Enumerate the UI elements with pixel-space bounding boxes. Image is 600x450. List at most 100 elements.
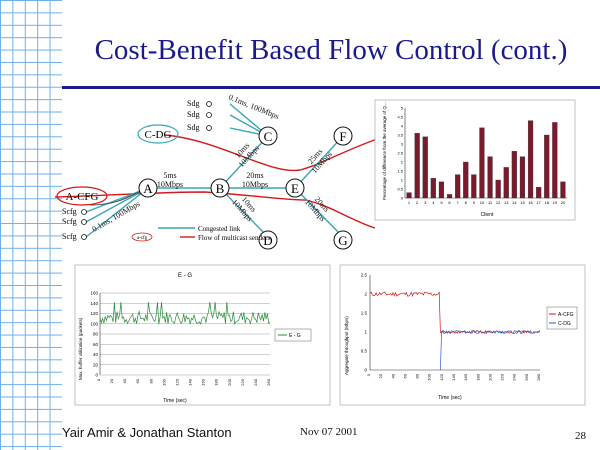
bar <box>495 179 501 199</box>
throughput-xtick-label: 220 <box>500 373 505 380</box>
buffer-xtick-label: 260 <box>266 378 271 385</box>
bar-chart: 00.511.522.533.544.551 2 3 4 5 6 7 8 9 10 11 12 13 14… <box>374 99 576 221</box>
label-ef: 25ms10Mbps <box>303 144 334 176</box>
bar-ytick-label: 2.5 <box>397 151 403 156</box>
node-a: A <box>138 178 158 198</box>
throughput-ytick-label: 1.5 <box>361 311 368 316</box>
bar <box>471 174 477 199</box>
throughput-xtick-label: 40 <box>390 373 395 378</box>
bar-xtick-label: 9 <box>473 200 476 205</box>
buffer-ytick-label: 120 <box>90 311 98 316</box>
node-g-label: G <box>338 233 347 248</box>
group-cdg: C-DG <box>137 124 179 144</box>
decorative-grid <box>0 0 62 450</box>
buffer-ytick-label: 100 <box>90 321 98 326</box>
link-eg <box>294 187 344 238</box>
sender-top-1: Sdg <box>187 99 199 108</box>
bar-xtick-label: 5 <box>440 200 443 205</box>
bar <box>455 174 461 199</box>
sender-top-3: Sdg <box>187 123 199 132</box>
bar-xtick-label: 2 <box>416 200 419 205</box>
node-b: B <box>210 178 230 198</box>
throughput-chart-ylabel: Aggregate throughput (Mbps) <box>344 316 349 375</box>
sender-left-3: Scfg <box>62 232 77 241</box>
bar-xtick-label: 8 <box>465 200 468 205</box>
buffer-xtick-label: 200 <box>227 378 232 385</box>
throughput-xtick-label: 200 <box>487 373 492 380</box>
bar-xtick-label: 14 <box>512 200 517 205</box>
throughput-xtick-label: 120 <box>439 373 444 380</box>
buffer-xtick-label: 120 <box>174 378 179 385</box>
throughput-ytick-label: 0.5 <box>361 349 368 354</box>
bar-xtick-label: 17 <box>536 200 541 205</box>
buffer-xtick-label: 100 <box>161 378 166 385</box>
throughput-chart-xlabel: Time (sec) <box>438 395 462 401</box>
bar <box>536 187 542 199</box>
buffer-xtick-label: 20 <box>109 378 114 383</box>
throughput-xtick-label: 80 <box>415 373 420 378</box>
bar <box>479 127 485 199</box>
bar-xtick-label: 3 <box>424 200 427 205</box>
node-f: F <box>333 126 353 146</box>
node-e: E <box>285 178 305 198</box>
throughput-chart: 0 0.5 1 1.5 2 2.5 0 20 40 60 80 100 120 140 160 180 200 2… <box>339 264 586 406</box>
throughput-xtick-label: 260 <box>524 373 529 380</box>
bar-xtick-label: 18 <box>545 200 550 205</box>
bar-xtick-label: 19 <box>553 200 558 205</box>
buffer-chart-ylabel: Max. buffer utilization (packets) <box>78 317 83 380</box>
bar-xtick-label: 12 <box>496 200 501 205</box>
link-bc <box>219 135 269 189</box>
bar <box>519 156 526 199</box>
bar-ytick-label: 5 <box>401 106 404 111</box>
link-ef <box>294 135 344 189</box>
bar <box>503 167 509 199</box>
label-ab: 5ms 10Mbps <box>157 171 183 189</box>
bar-chart-ylabel: Percentage of difference from the averag… <box>382 102 387 200</box>
title-rule <box>62 86 600 89</box>
bar-xtick-label: 15 <box>520 200 525 205</box>
flow-path-cdg <box>164 134 381 172</box>
group-acfg: A-CFG <box>56 186 108 206</box>
throughput-ytick-label: 2.5 <box>361 273 368 278</box>
bar <box>463 161 469 199</box>
label-eg: 20ms10Mbps <box>303 192 334 224</box>
bar <box>552 122 558 199</box>
bar-xtick-label: 20 <box>561 200 566 205</box>
throughput-legend-cdg: C-DG <box>558 321 571 327</box>
node-c-label: C <box>264 129 273 144</box>
throughput-chart-legend: A-CFG C-DG <box>546 306 578 330</box>
bar <box>511 151 517 199</box>
buffer-xtick-label: 220 <box>240 378 245 385</box>
bar-xtick-label: 11 <box>488 200 493 205</box>
buffer-chart-title: E - G <box>178 273 192 279</box>
footer-author: Yair Amir & Jonathan Stanton <box>62 425 232 440</box>
throughput-xtick-label: 20 <box>378 373 383 378</box>
node-d-label: D <box>263 233 272 248</box>
bar <box>414 133 420 199</box>
bar <box>406 192 412 199</box>
buffer-xtick-label: 40 <box>122 378 127 383</box>
buffer-ytick-label: 60 <box>93 342 99 347</box>
network-links <box>85 103 344 238</box>
buffer-ytick-label: 80 <box>93 332 99 337</box>
bar-chart-xlabel: Client <box>481 212 494 218</box>
bar <box>446 194 453 199</box>
throughput-ytick-label: 2 <box>364 292 367 297</box>
bar <box>422 136 428 199</box>
node-f-label: F <box>339 129 346 144</box>
throughput-ytick-label: 0 <box>364 368 367 373</box>
buffer-ytick-label: 140 <box>90 301 98 306</box>
buffer-ytick-label: 160 <box>90 291 98 296</box>
throughput-xtick-label: 160 <box>463 373 468 380</box>
buffer-xtick-label: 240 <box>253 378 258 385</box>
bar-ytick-label: 4 <box>401 124 404 129</box>
bar-xtick-label: 4 <box>432 200 435 205</box>
buffer-chart-legend: E - G <box>274 328 312 342</box>
buffer-xtick-label: 80 <box>148 378 153 383</box>
footer-date: Nov 07 2001 <box>300 426 358 438</box>
group-acfg-label: A-CFG <box>65 191 98 203</box>
legend-flow: Flow of multicast senders <box>198 234 270 242</box>
node-g: G <box>333 230 353 250</box>
node-c: C <box>258 126 278 146</box>
